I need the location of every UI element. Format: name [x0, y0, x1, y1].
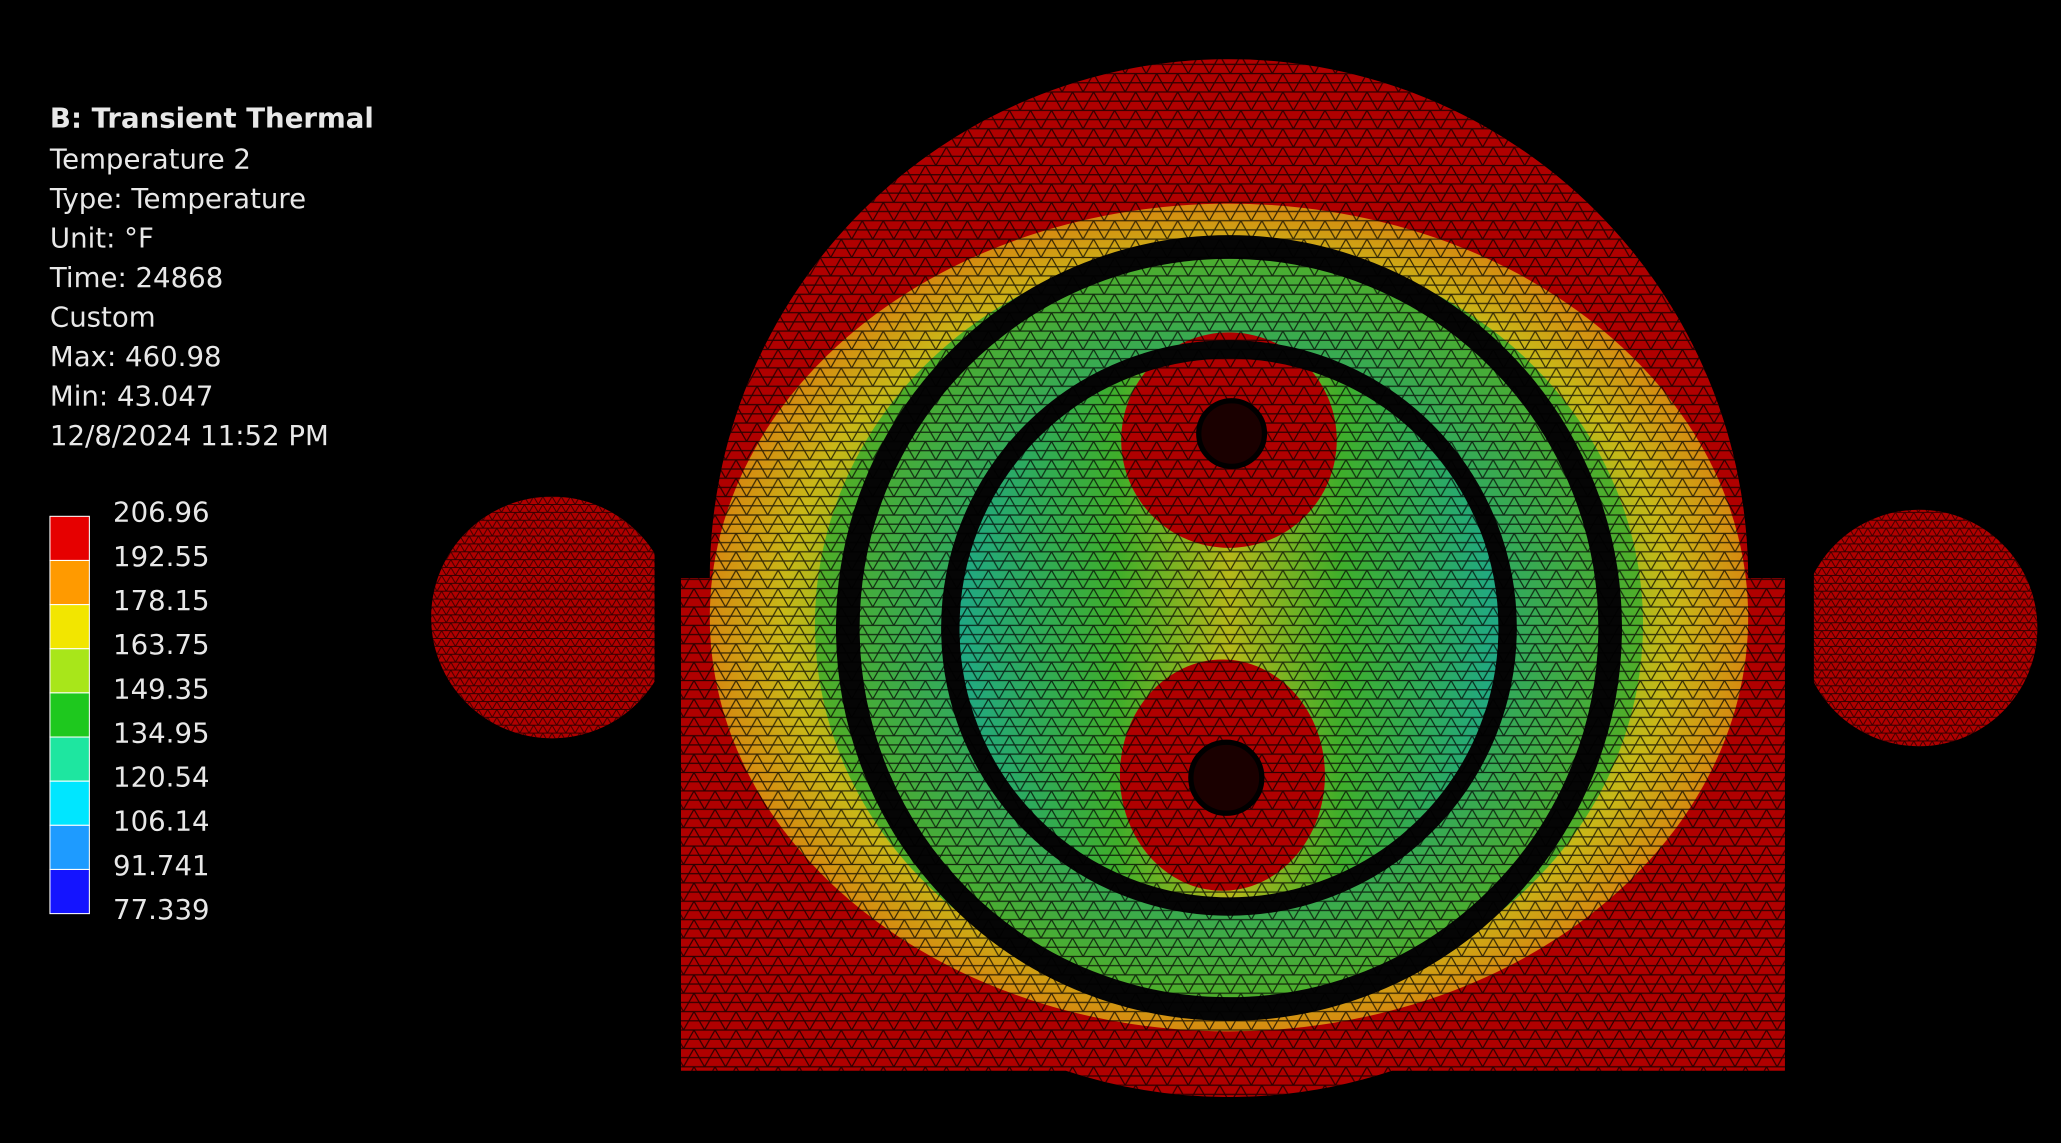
legend-label: 91.741 [113, 849, 210, 882]
legend-label: 163.75 [113, 628, 210, 661]
info-line: Custom [50, 300, 156, 333]
info-line: Time: 24868 [49, 261, 223, 294]
legend-swatch [49, 648, 90, 694]
color-legend: 206.96 192.55 178.15 163.75 149.35 134.95 120.… [49, 496, 210, 926]
legend-label: 206.96 [113, 496, 210, 529]
legend-label: 134.95 [113, 716, 210, 749]
info-line: Type: Temperature [49, 182, 306, 215]
legend-label: 149.35 [113, 672, 210, 705]
legend-label: 120.54 [113, 761, 210, 794]
info-line: Min: 43.047 [50, 380, 214, 413]
legend-swatch [49, 780, 90, 826]
legend-swatch [49, 868, 90, 915]
legend-swatch [49, 604, 90, 650]
legend-label: 178.15 [113, 584, 210, 617]
info-line: Unit: °F [50, 221, 154, 254]
body [680, 59, 1785, 1098]
legend-swatch [49, 692, 90, 738]
result-info: B: Transient Thermal Temperature 2 Type: … [49, 102, 374, 453]
info-line: 12/8/2024 11:52 PM [50, 419, 329, 452]
legend-label: 106.14 [113, 805, 210, 838]
legend-label: 77.339 [113, 893, 210, 926]
legend-label: 192.55 [113, 540, 210, 573]
mesh-model [431, 59, 2038, 1098]
result-title: B: Transient Thermal [50, 102, 374, 135]
legend-swatch [49, 736, 90, 782]
info-line: Max: 460.98 [50, 340, 222, 373]
info-line: Temperature 2 [49, 142, 251, 175]
legend-swatch [49, 824, 90, 870]
legend-swatch [49, 559, 90, 606]
legend-swatch [49, 515, 90, 561]
